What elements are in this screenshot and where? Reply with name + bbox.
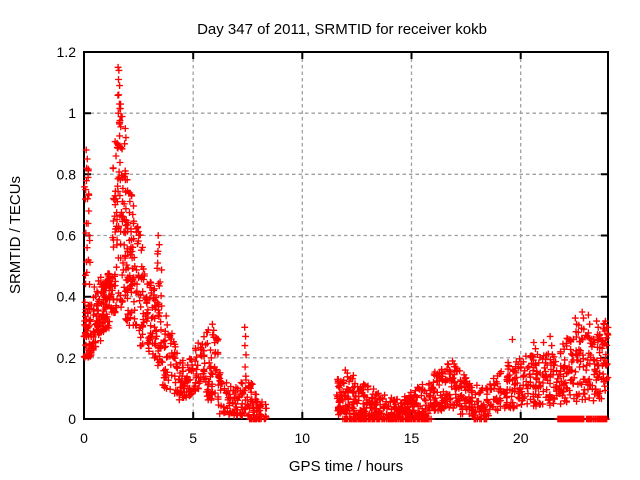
x-tick-label: 10 bbox=[295, 430, 311, 446]
x-tick-label: 0 bbox=[80, 430, 88, 446]
x-axis-label: GPS time / hours bbox=[289, 458, 403, 475]
grid-line-path bbox=[84, 52, 608, 419]
y-tick-label: 0.4 bbox=[57, 289, 77, 305]
gridlines bbox=[84, 52, 608, 419]
y-tick-label: 0.8 bbox=[57, 166, 77, 182]
y-tick-label: 0.6 bbox=[57, 228, 77, 244]
data-points bbox=[80, 63, 612, 423]
x-tick-label: 15 bbox=[404, 430, 420, 446]
y-tick-label: 0.2 bbox=[57, 350, 77, 366]
y-tick-label: 1.2 bbox=[57, 44, 77, 60]
y-tick-label: 1 bbox=[68, 105, 76, 121]
chart-title: Day 347 of 2011, SRMTID for receiver kok… bbox=[197, 21, 487, 38]
y-tick-label: 0 bbox=[68, 411, 76, 427]
x-tick-label: 5 bbox=[189, 430, 197, 446]
x-tick-label: 20 bbox=[513, 430, 529, 446]
y-axis-label: SRMTID / TECUs bbox=[7, 176, 24, 294]
axis-tick-labels: 0 5 10 15 20 0 0.2 0.4 0.6 0.8 1 1.2 bbox=[57, 44, 529, 446]
